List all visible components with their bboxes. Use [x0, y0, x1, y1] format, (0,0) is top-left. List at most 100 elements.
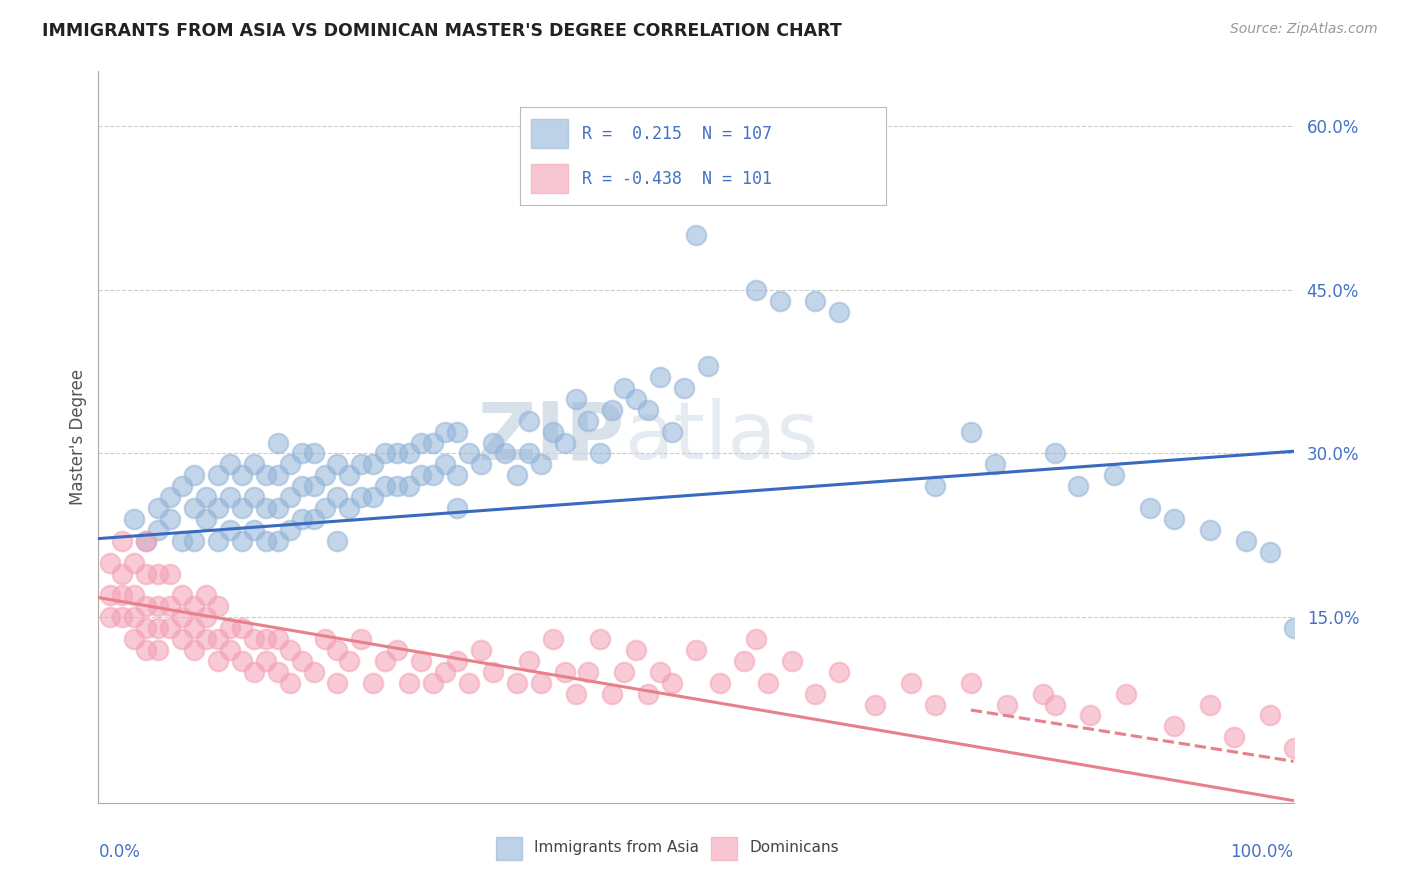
Point — [865, 698, 887, 712]
Point — [243, 490, 266, 504]
Text: R = -0.438  N = 101: R = -0.438 N = 101 — [582, 169, 772, 187]
Point — [148, 599, 170, 614]
Point — [565, 687, 588, 701]
Point — [661, 675, 683, 690]
Point — [458, 446, 481, 460]
Text: Dominicans: Dominicans — [749, 840, 839, 855]
Point — [745, 632, 768, 646]
Point — [554, 665, 576, 679]
Point — [1139, 501, 1161, 516]
Point — [385, 446, 409, 460]
Point — [589, 446, 612, 460]
Point — [339, 654, 361, 668]
Point — [315, 632, 337, 646]
Point — [207, 632, 229, 646]
Point — [350, 632, 373, 646]
Point — [111, 588, 134, 602]
Point — [648, 665, 672, 679]
Point — [530, 458, 553, 472]
Point — [1258, 708, 1281, 723]
Point — [267, 665, 290, 679]
Point — [159, 621, 181, 635]
Point — [924, 698, 946, 712]
Point — [780, 654, 803, 668]
Point — [172, 632, 194, 646]
Point — [422, 435, 444, 450]
FancyBboxPatch shape — [496, 837, 522, 860]
Point — [481, 435, 505, 450]
Point — [207, 468, 229, 483]
Point — [195, 490, 218, 504]
Point — [385, 643, 409, 657]
Point — [172, 479, 194, 493]
Point — [589, 632, 612, 646]
FancyBboxPatch shape — [531, 119, 568, 148]
Point — [613, 665, 636, 679]
Point — [398, 479, 420, 493]
Point — [278, 675, 301, 690]
Point — [231, 468, 253, 483]
Point — [685, 643, 707, 657]
Point — [267, 501, 290, 516]
Point — [98, 610, 122, 624]
Point — [828, 665, 851, 679]
Point — [135, 643, 157, 657]
Point — [219, 621, 242, 635]
Point — [434, 458, 457, 472]
Point — [291, 479, 314, 493]
Point — [148, 643, 170, 657]
Point — [183, 468, 205, 483]
Point — [1067, 479, 1090, 493]
Point — [1043, 698, 1066, 712]
Point — [111, 566, 134, 581]
Point — [172, 588, 194, 602]
Point — [219, 490, 242, 504]
Point — [183, 501, 205, 516]
Point — [267, 468, 290, 483]
Point — [278, 643, 301, 657]
Point — [434, 665, 457, 679]
Point — [148, 566, 170, 581]
Point — [350, 458, 373, 472]
Point — [517, 414, 540, 428]
Point — [995, 698, 1018, 712]
Point — [984, 458, 1007, 472]
Point — [243, 665, 266, 679]
Point — [219, 523, 242, 537]
Point — [1199, 523, 1222, 537]
Text: 0.0%: 0.0% — [98, 843, 141, 861]
Point — [339, 501, 361, 516]
Point — [350, 490, 373, 504]
Point — [363, 675, 385, 690]
Point — [374, 446, 396, 460]
Point — [398, 446, 420, 460]
Point — [302, 446, 325, 460]
Point — [135, 621, 157, 635]
Point — [374, 479, 396, 493]
Point — [267, 632, 290, 646]
Point — [254, 533, 277, 548]
Point — [422, 468, 444, 483]
Point — [363, 458, 385, 472]
Point — [865, 173, 887, 187]
Point — [517, 654, 540, 668]
Point — [183, 599, 205, 614]
Point — [231, 501, 253, 516]
Point — [398, 675, 420, 690]
Point — [434, 425, 457, 439]
Point — [326, 490, 349, 504]
Point — [219, 643, 242, 657]
Point — [159, 599, 181, 614]
Point — [124, 632, 146, 646]
Point — [446, 501, 468, 516]
Point — [374, 654, 396, 668]
Point — [302, 665, 325, 679]
Point — [291, 446, 314, 460]
Point — [254, 468, 277, 483]
Point — [733, 654, 755, 668]
Point — [626, 643, 648, 657]
Point — [219, 458, 242, 472]
Point — [578, 665, 600, 679]
Point — [768, 293, 790, 308]
Point — [446, 654, 468, 668]
